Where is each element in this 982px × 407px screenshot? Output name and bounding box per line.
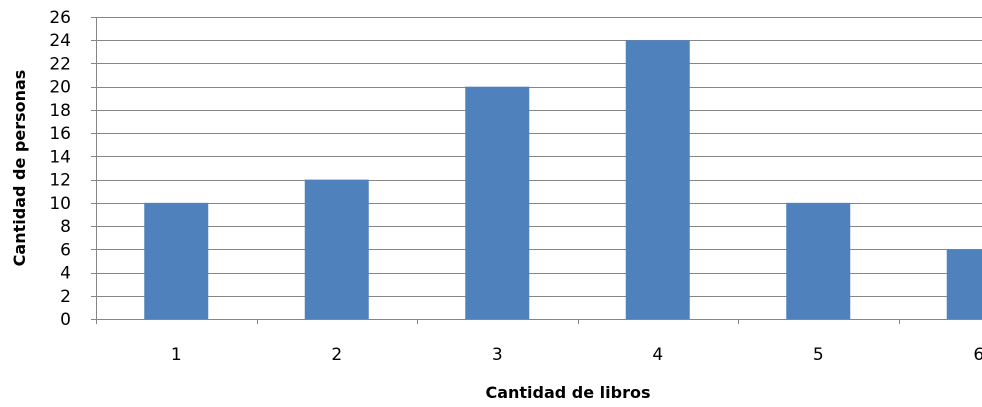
y-tick-label: 18 bbox=[49, 101, 71, 121]
y-axis-title: Cantidad de personas bbox=[10, 70, 29, 267]
bar bbox=[786, 202, 851, 319]
y-tick-label: 20 bbox=[49, 78, 71, 98]
bar bbox=[946, 249, 982, 319]
bar-series bbox=[144, 40, 982, 319]
x-tick-label: 6 bbox=[973, 345, 982, 365]
gridlines bbox=[96, 17, 982, 297]
x-tick-label: 2 bbox=[331, 345, 342, 365]
x-tick-label: 5 bbox=[813, 345, 824, 365]
x-axis-title: Cantidad de libros bbox=[485, 383, 650, 402]
axes bbox=[91, 17, 982, 324]
x-tick-label: 1 bbox=[171, 345, 182, 365]
y-tick-label: 10 bbox=[49, 194, 71, 214]
y-tick-label: 16 bbox=[49, 124, 71, 144]
bar bbox=[144, 202, 209, 319]
y-tick-label: 0 bbox=[60, 310, 71, 330]
bar bbox=[304, 179, 369, 319]
y-tick-label: 12 bbox=[49, 171, 71, 191]
y-tick-label: 14 bbox=[49, 147, 71, 167]
bar bbox=[465, 86, 530, 319]
y-tick-label: 8 bbox=[60, 217, 71, 237]
x-tick-labels: 1 2 3 4 5 6 bbox=[171, 345, 982, 365]
x-tick-label: 3 bbox=[492, 345, 503, 365]
y-tick-label: 4 bbox=[60, 264, 71, 284]
y-tick-label: 26 bbox=[49, 8, 71, 28]
y-tick-label: 22 bbox=[49, 54, 71, 74]
x-tick-label: 4 bbox=[652, 345, 663, 365]
y-tick-label: 6 bbox=[60, 240, 71, 260]
bar bbox=[625, 40, 690, 319]
y-tick-label: 24 bbox=[49, 31, 71, 51]
y-tick-label: 2 bbox=[60, 287, 71, 307]
